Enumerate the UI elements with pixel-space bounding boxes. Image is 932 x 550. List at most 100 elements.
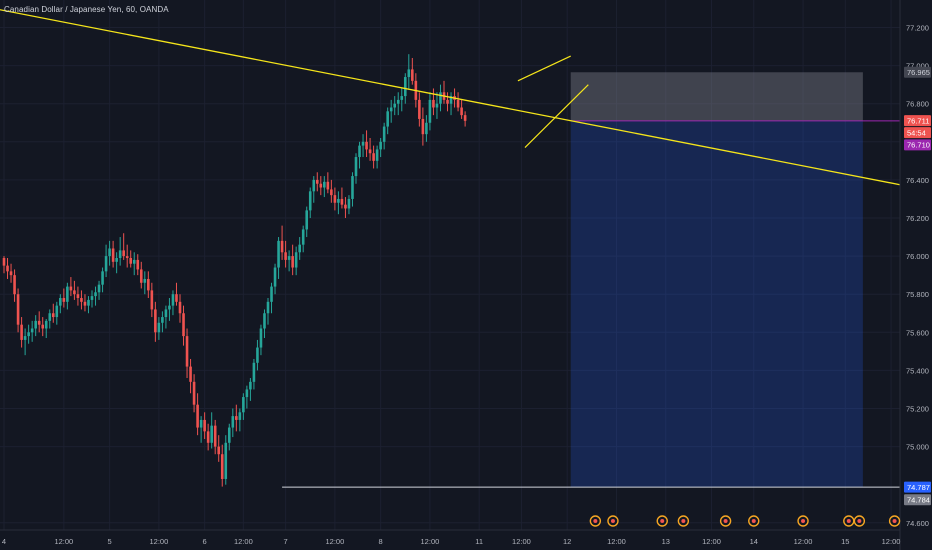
candle-body bbox=[393, 103, 397, 108]
price-labels: 76.965 76.711 54:54 76.710 74.787 74.784 bbox=[904, 66, 931, 506]
candle-body bbox=[308, 191, 312, 211]
candle-body bbox=[323, 181, 326, 188]
time-tick-label: 11 bbox=[475, 537, 483, 546]
alert-icon-dot bbox=[610, 519, 615, 523]
candle-body bbox=[238, 412, 242, 420]
position-zones bbox=[570, 72, 900, 488]
candle-body bbox=[20, 324, 23, 340]
time-tick-label: 8 bbox=[379, 537, 383, 546]
candle-body bbox=[372, 153, 375, 161]
candle-body bbox=[168, 305, 171, 310]
candle-body bbox=[242, 397, 245, 413]
price-axis-panel bbox=[900, 0, 932, 550]
candle-body bbox=[129, 258, 133, 264]
price-tick-label: 75.800 bbox=[906, 290, 929, 299]
candle-body bbox=[136, 259, 140, 270]
price-tick-label: 76.800 bbox=[906, 100, 929, 109]
time-tick-label: 12:00 bbox=[882, 537, 901, 546]
candle-body bbox=[69, 286, 73, 291]
current-price-label: 76.711 bbox=[907, 116, 929, 125]
candle-body bbox=[449, 96, 453, 104]
candle-body bbox=[175, 294, 178, 302]
candle-body bbox=[284, 252, 287, 260]
candle-body bbox=[235, 416, 238, 420]
candle-body bbox=[361, 141, 365, 146]
candle-body bbox=[37, 320, 41, 325]
candle-body bbox=[192, 381, 196, 405]
target-alt-price-label: 74.784 bbox=[907, 496, 930, 505]
candle-body bbox=[161, 317, 164, 323]
candle-body bbox=[111, 248, 115, 262]
time-tick-label: 12:00 bbox=[607, 537, 626, 546]
candle-body bbox=[9, 271, 13, 276]
candle-body bbox=[125, 256, 129, 259]
price-tick-label: 75.400 bbox=[906, 366, 929, 375]
candles bbox=[2, 54, 467, 487]
candle-body bbox=[90, 296, 94, 300]
candle-body bbox=[30, 328, 34, 333]
stop-loss-zone bbox=[570, 72, 863, 121]
target-price-label: 74.787 bbox=[907, 483, 930, 492]
candle-body bbox=[104, 256, 108, 272]
time-tick-label: 12:00 bbox=[234, 537, 253, 546]
candle-body bbox=[301, 229, 305, 245]
candle-body bbox=[396, 99, 400, 104]
candle-body bbox=[435, 103, 439, 108]
candle-body bbox=[298, 244, 301, 253]
candle-body bbox=[206, 431, 210, 443]
candle-body bbox=[460, 107, 463, 116]
stop-price-label-bg bbox=[904, 66, 931, 78]
candle-body bbox=[375, 149, 379, 161]
flag-icon-dot bbox=[892, 519, 897, 523]
time-tick-label: 5 bbox=[108, 537, 112, 546]
drawings bbox=[0, 9, 901, 488]
candle-body bbox=[87, 299, 90, 306]
candle-body bbox=[291, 256, 294, 268]
candle-body bbox=[337, 198, 340, 203]
price-tick-label: 76.000 bbox=[906, 252, 929, 261]
flag-icon-dot bbox=[751, 519, 756, 523]
candle-body bbox=[354, 157, 358, 177]
price-tick-label: 76.400 bbox=[906, 176, 929, 185]
candle-body bbox=[6, 265, 9, 272]
candle-body bbox=[154, 309, 157, 333]
target-alt-price-label-bg bbox=[904, 494, 931, 506]
candle-body bbox=[256, 347, 259, 363]
time-tick-label: 12:00 bbox=[512, 537, 531, 546]
candle-body bbox=[115, 258, 118, 262]
candle-body bbox=[368, 149, 372, 154]
candle-body bbox=[59, 298, 62, 306]
candle-body bbox=[97, 284, 101, 293]
candle-body bbox=[220, 454, 224, 479]
time-tick-label: 12:00 bbox=[149, 537, 168, 546]
candle-body bbox=[34, 320, 37, 329]
candle-body bbox=[150, 290, 154, 310]
candle-body bbox=[411, 69, 414, 81]
chart-title: Canadian Dollar / Japanese Yen, 60, OAND… bbox=[4, 5, 169, 14]
candle-body bbox=[389, 107, 393, 112]
time-tick-label: 7 bbox=[284, 537, 288, 546]
entry-price-label-bg bbox=[904, 139, 931, 151]
time-tick-label: 12:00 bbox=[54, 537, 73, 546]
candle-body bbox=[48, 313, 52, 321]
candle-body bbox=[270, 286, 273, 302]
candle-body bbox=[277, 240, 280, 268]
candle-body bbox=[199, 419, 203, 428]
candle-body bbox=[319, 183, 323, 188]
time-tick-label: 14 bbox=[750, 537, 758, 546]
candle-body bbox=[178, 301, 182, 314]
candle-body bbox=[62, 298, 66, 302]
wedge-lower-line bbox=[524, 84, 589, 148]
bar-countdown-label-bg bbox=[904, 127, 931, 139]
candle-body bbox=[400, 96, 404, 100]
price-tick-label: 75.000 bbox=[906, 443, 929, 452]
candle-body bbox=[80, 298, 83, 302]
time-tick-label: 12:00 bbox=[325, 537, 344, 546]
price-tick-label: 76.200 bbox=[906, 214, 929, 223]
candle-body bbox=[421, 118, 425, 135]
price-tick-label: 75.200 bbox=[906, 405, 929, 414]
time-tick-label: 12 bbox=[563, 537, 571, 546]
entry-price-label: 76.710 bbox=[907, 141, 930, 150]
candle-body bbox=[249, 381, 252, 390]
